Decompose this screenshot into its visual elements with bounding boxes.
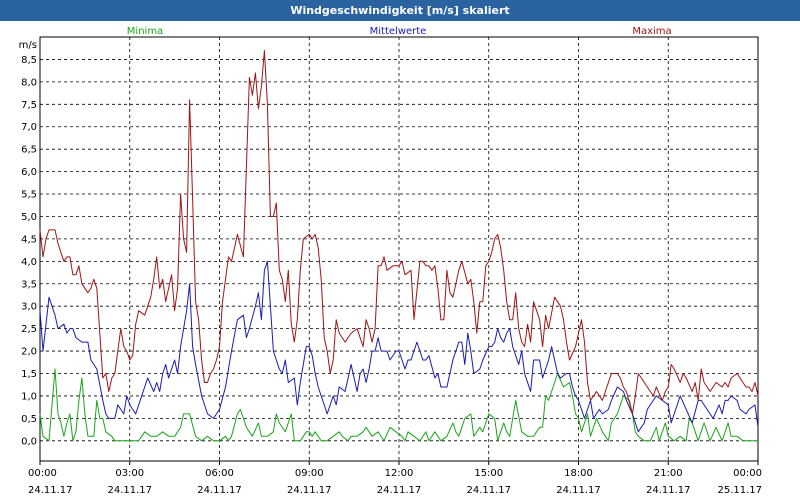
x-tick-date: 24.11.17 xyxy=(646,485,691,496)
y-tick-label: 3,0 xyxy=(21,302,37,313)
x-tick-date: 24.11.17 xyxy=(107,485,152,496)
y-tick-label: 4,0 xyxy=(21,257,37,268)
y-tick-label: 7,5 xyxy=(21,100,37,111)
legend-layer: Minima Mittelwerte Maxima xyxy=(127,26,672,37)
x-tick-time: 15:00 xyxy=(474,468,503,479)
x-tick-time: 00:00 xyxy=(733,468,762,479)
legend-entry-minima: Minima xyxy=(127,26,163,37)
y-tick-label: 2,5 xyxy=(21,324,37,335)
x-tick-time: 18:00 xyxy=(564,468,593,479)
x-tick-date: 24.11.17 xyxy=(377,485,422,496)
axis-layer: 0,0 0,5 1,0 1,5 2,0 2,5 3,0 3,5 4,0 4,5 5,0 5,5 6,0 6… xyxy=(19,40,762,496)
y-tick-label: 0,5 xyxy=(21,414,37,425)
legend-entry-mittelwerte: Mittelwerte xyxy=(370,26,427,37)
grid-layer xyxy=(39,36,759,462)
series-line-maxima xyxy=(39,50,759,415)
x-tick-time: 21:00 xyxy=(654,468,683,479)
x-tick-date: 25.11.17 xyxy=(717,485,762,496)
y-tick-label: 3,5 xyxy=(21,279,37,290)
y-tick-label: 5,0 xyxy=(21,212,37,223)
y-tick-label: 2,0 xyxy=(21,347,37,358)
y-tick-label: 8,5 xyxy=(21,55,37,66)
x-tick-time: 06:00 xyxy=(205,468,234,479)
x-tick-time: 12:00 xyxy=(385,468,414,479)
x-tick-date: 24.11.17 xyxy=(28,485,73,496)
x-tick-time: 09:00 xyxy=(295,468,324,479)
x-tick-date: 24.11.17 xyxy=(556,485,601,496)
y-tick-label: 8,0 xyxy=(21,77,37,88)
x-tick-date: 24.11.17 xyxy=(466,485,511,496)
y-tick-label: 1,5 xyxy=(21,369,37,380)
x-tick-date: 24.11.17 xyxy=(197,485,242,496)
y-tick-label: 6,5 xyxy=(21,145,37,156)
y-tick-label: 4,5 xyxy=(21,234,37,245)
y-tick-label: 0,0 xyxy=(21,436,37,447)
series-line-mittelwerte xyxy=(39,260,759,433)
x-tick-date: 24.11.17 xyxy=(287,485,332,496)
x-tick-time: 03:00 xyxy=(115,468,144,479)
legend-entry-maxima: Maxima xyxy=(632,26,671,37)
window-title: Windgeschwindigkeit [m/s] skaliert xyxy=(0,0,800,21)
series-layer xyxy=(39,50,759,442)
y-tick-label: 5,5 xyxy=(21,190,37,201)
x-tick-time: 00:00 xyxy=(28,468,57,479)
y-tick-label: 1,0 xyxy=(21,391,37,402)
y-tick-label: 7,0 xyxy=(21,122,37,133)
y-axis-label: m/s xyxy=(19,40,37,51)
y-tick-label: 6,0 xyxy=(21,167,37,178)
